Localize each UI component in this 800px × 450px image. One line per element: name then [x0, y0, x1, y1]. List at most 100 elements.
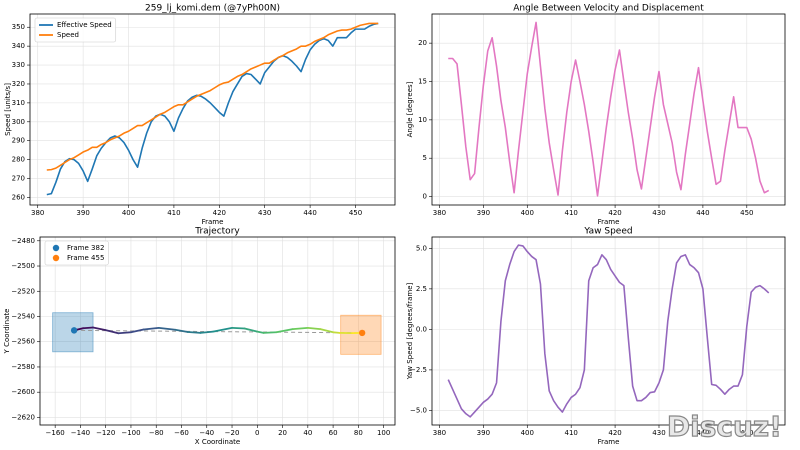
panel: 380 390 400 410 420 430 440 450 0 5 10 15 20 Angle Be… — [406, 4, 786, 226]
endpoint-marker — [70, 327, 78, 334]
y-tick-label: 330 — [12, 61, 25, 69]
x-tick-label: 20 — [278, 429, 287, 437]
x-axis-label: Frame — [598, 438, 620, 446]
trajectory-segment — [256, 330, 265, 334]
series-line — [46, 22, 379, 196]
x-tick-label: 40 — [303, 429, 312, 437]
trajectory-segment — [306, 326, 322, 331]
chart-title: Angle Between Velocity and Displacement — [513, 4, 704, 14]
x-tick-label: 390 — [76, 209, 89, 217]
legend-frame — [44, 240, 109, 266]
legend-swatch — [52, 244, 60, 252]
panel: 380 390 400 410 420 430 440 450 260 270 280 290 300 3… — [4, 4, 396, 226]
y-tick-label: −2480 — [11, 237, 35, 245]
x-axis-label: X Coordinate — [195, 438, 240, 446]
series-line — [46, 22, 379, 171]
y-axis-label: Yaw Speed [degrees/frame] — [406, 282, 414, 380]
trajectory-segment — [92, 326, 107, 332]
x-tick-label: −140 — [71, 429, 90, 437]
trajectory-segment — [117, 331, 132, 335]
trajectory-segment — [82, 326, 94, 330]
y-tick-label: 340 — [12, 42, 25, 50]
trajectory-segment — [212, 326, 233, 333]
y-tick-label: 2.5 — [416, 285, 427, 293]
y-tick-label: 350 — [12, 23, 25, 31]
x-tick-label: 410 — [167, 209, 180, 217]
axes-frame — [29, 13, 396, 206]
x-tick-label: 430 — [652, 209, 665, 217]
x-tick-label: 440 — [303, 209, 316, 217]
y-tick-label: 5.0 — [416, 244, 427, 252]
x-tick-label: 390 — [477, 209, 490, 217]
legend-label: Frame 455 — [67, 254, 104, 262]
y-tick-label: 0.0 — [416, 325, 427, 333]
trajectory-segment — [157, 326, 177, 331]
x-tick-label: 400 — [122, 209, 135, 217]
y-tick-label: −2500 — [11, 262, 35, 270]
y-tick-label: −2540 — [11, 312, 35, 320]
y-tick-label: 280 — [12, 156, 25, 164]
y-axis-label: Y Coordinate — [3, 309, 11, 355]
legend-swatch — [52, 254, 60, 262]
x-tick-label: 100 — [377, 429, 390, 437]
y-tick-label: 310 — [12, 99, 25, 107]
series-line — [447, 244, 770, 418]
y-tick-label: −2600 — [11, 388, 35, 396]
x-tick-label: 400 — [521, 209, 534, 217]
x-tick-label: 440 — [696, 429, 709, 437]
endpoint-marker — [358, 329, 366, 337]
panel: −160 −140 −120 −100 −80 −60 −40 −20 0 20 40 60 80 100… — [3, 227, 396, 446]
x-tick-label: 420 — [213, 209, 226, 217]
y-tick-label: −2620 — [11, 413, 35, 421]
trajectory-segment — [332, 331, 341, 334]
x-tick-label: 420 — [608, 209, 621, 217]
x-tick-label: 440 — [696, 209, 709, 217]
chart-title: 259_lj_komi.dem (@7yPh00N) — [145, 4, 280, 14]
x-tick-label: 430 — [652, 429, 665, 437]
legend: Frame 382 Frame 455 — [44, 240, 109, 266]
x-tick-label: 60 — [329, 429, 338, 437]
x-tick-label: 380 — [433, 429, 446, 437]
series-line — [448, 21, 770, 197]
y-tick-label: 300 — [12, 118, 25, 126]
y-axis-label: Speed [units/s] — [4, 83, 12, 136]
axes-frame — [431, 236, 786, 426]
x-tick-label: 380 — [31, 209, 44, 217]
y-tick-label: 15 — [418, 78, 427, 86]
x-tick-label: −120 — [96, 429, 115, 437]
x-tick-label: 400 — [521, 429, 534, 437]
panel: 380 390 400 410 420 430 440 450 −5.0 −2.5 0.0 2.5 5.… — [406, 227, 786, 446]
y-tick-label: 260 — [12, 193, 25, 201]
x-tick-label: 430 — [258, 209, 271, 217]
watermark: Discuz! — [667, 410, 782, 443]
chart-title: Trajectory — [194, 227, 240, 237]
axes-frame — [431, 13, 786, 206]
y-tick-label: 320 — [12, 80, 25, 88]
x-tick-label: 420 — [608, 429, 621, 437]
y-tick-label: 10 — [418, 116, 427, 124]
x-tick-label: −40 — [199, 429, 214, 437]
y-tick-label: −2.5 — [410, 366, 427, 374]
legend-label: Effective Speed — [57, 21, 112, 29]
trajectory-segment — [142, 326, 160, 331]
y-axis-label: Angle [degrees] — [406, 81, 414, 137]
x-tick-label: 450 — [740, 209, 753, 217]
x-tick-label: −160 — [46, 429, 65, 437]
y-tick-label: 20 — [418, 39, 427, 47]
trajectory-segment — [231, 326, 246, 330]
chart-title: Yaw Speed — [583, 227, 632, 237]
x-tick-label: −20 — [225, 429, 240, 437]
trajectory-segment — [199, 330, 214, 334]
legend-frame — [34, 17, 117, 43]
x-tick-label: −80 — [149, 429, 164, 437]
y-tick-label: 0 — [423, 193, 427, 201]
trajectory-segment — [262, 331, 278, 334]
x-tick-label: 450 — [740, 429, 753, 437]
y-tick-label: 290 — [12, 137, 25, 145]
legend-label: Speed — [57, 31, 79, 39]
y-tick-label: 270 — [12, 175, 25, 183]
x-tick-label: 410 — [564, 429, 577, 437]
x-axis-label: Frame — [598, 218, 620, 226]
x-tick-label: 380 — [433, 209, 446, 217]
trajectory-segment — [319, 328, 334, 334]
